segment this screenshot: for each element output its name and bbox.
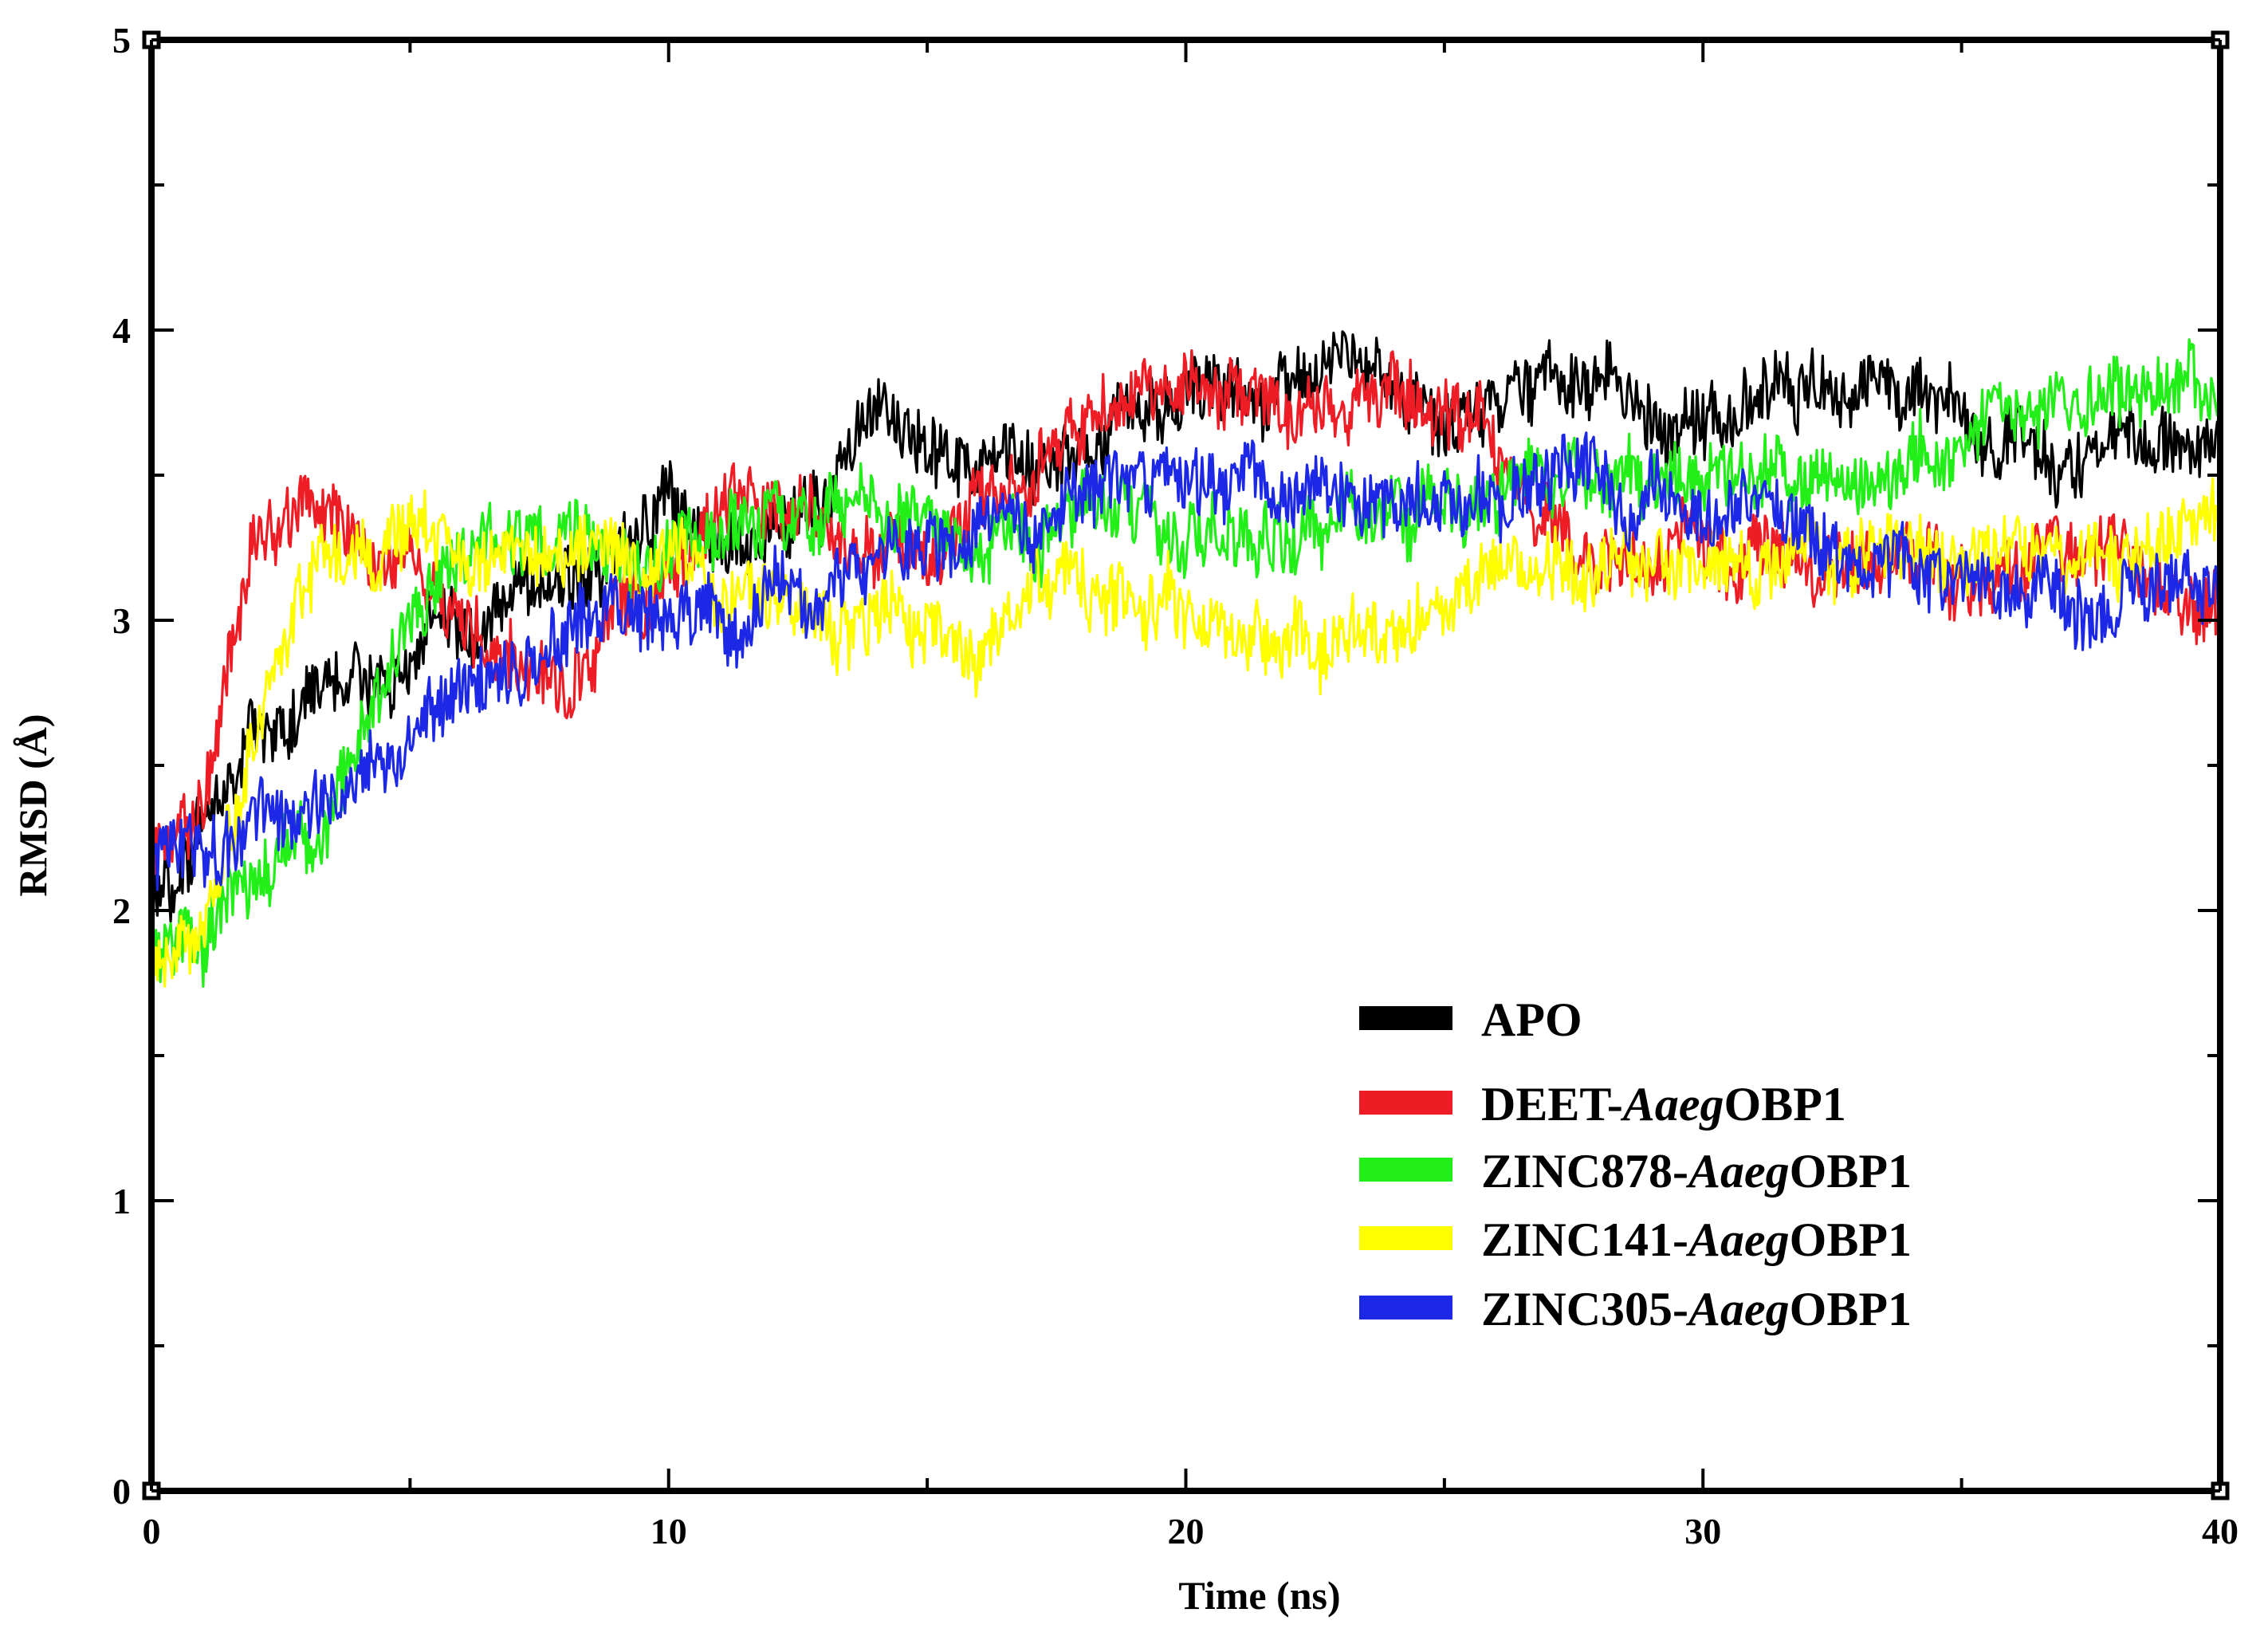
- y-axis-title: RMSD (Å): [10, 714, 55, 896]
- x-tick-label: 30: [1684, 1511, 1721, 1551]
- legend: APO DEET-AaegOBP1 ZINC878-AaegOBP1 ZINC141-…: [1359, 993, 1912, 1335]
- y-tick-label: 1: [112, 1181, 131, 1221]
- x-tick-label: 40: [2202, 1511, 2239, 1551]
- x-tick-label: 20: [1168, 1511, 1205, 1551]
- legend-label: DEET-AaegOBP1: [1481, 1078, 1846, 1131]
- plot-frame: [148, 37, 2223, 1494]
- y-tick-label: 2: [112, 891, 131, 931]
- legend-label: APO: [1481, 993, 1582, 1046]
- legend-label: ZINC141-AaegOBP1: [1481, 1213, 1912, 1266]
- x-axis-title: Time (ns): [1178, 1573, 1340, 1618]
- legend-swatch: [1359, 1091, 1452, 1115]
- legend-label: ZINC305-AaegOBP1: [1481, 1283, 1912, 1335]
- legend-label: ZINC878-AaegOBP1: [1481, 1145, 1912, 1198]
- series-line-zinc878-aaegobp1: [150, 338, 2221, 988]
- y-tick-label: 5: [112, 20, 131, 61]
- y-tick-label: 4: [112, 310, 131, 351]
- legend-swatch: [1359, 1158, 1452, 1182]
- legend-swatch: [1359, 1006, 1452, 1030]
- series-layer: [150, 330, 2222, 988]
- axes-layer: 0 10 20 30 40 0 1 2 3 4 5: [112, 20, 2239, 1551]
- y-tick-label: 3: [112, 600, 131, 641]
- x-tick-label: 10: [651, 1511, 687, 1551]
- series-line-zinc305-aaegobp1: [150, 431, 2222, 891]
- y-tick-label: 0: [112, 1471, 131, 1512]
- legend-swatch: [1359, 1296, 1452, 1319]
- legend-swatch: [1359, 1226, 1452, 1250]
- x-tick-label: 0: [143, 1511, 161, 1551]
